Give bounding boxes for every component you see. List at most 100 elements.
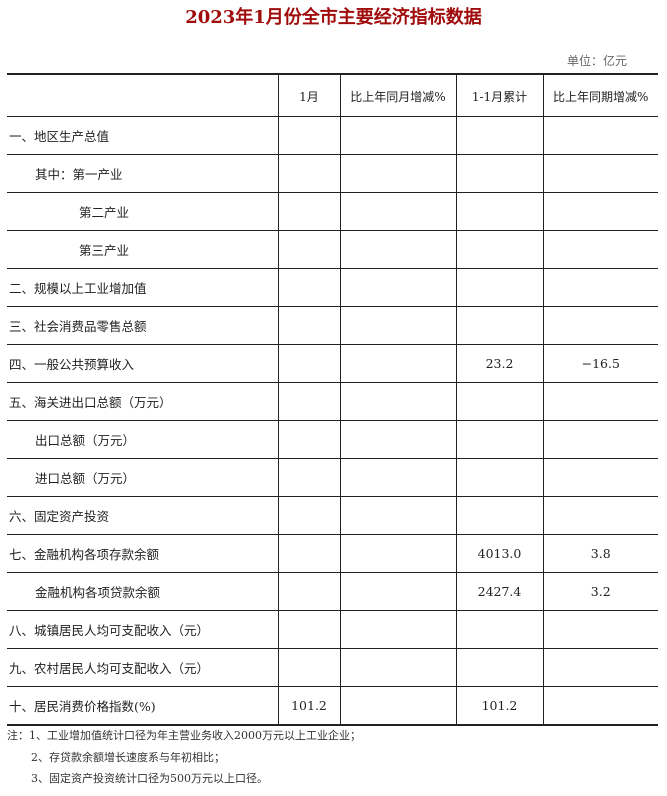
table-cell (339, 458, 457, 497)
table-cell (277, 154, 341, 193)
table-cell (542, 192, 658, 231)
table-cell (339, 344, 457, 383)
table-row: 二、规模以上工业增加值 (7, 268, 658, 307)
table-cell (339, 306, 457, 345)
column-header: 比上年同期增减% (542, 73, 658, 117)
table-cell (542, 154, 658, 193)
table-cell (277, 116, 341, 155)
table-cell (339, 154, 457, 193)
table-cell (277, 610, 341, 649)
table-cell (542, 382, 658, 421)
footnotes: 注：1、工业增加值统计口径为年主营业务收入2000万元以上工业企业； 2、存贷款… (7, 725, 361, 790)
table-cell: 2427.4 (455, 572, 544, 611)
table-row: 一、地区生产总值 (7, 116, 658, 155)
row-label: 出口总额（万元） (7, 420, 279, 459)
row-label: 其中：第一产业 (7, 154, 279, 193)
table-cell (277, 496, 341, 535)
table-row: 出口总额（万元） (7, 420, 658, 459)
table-cell (339, 230, 457, 269)
table-row: 八、城镇居民人均可支配收入（元） (7, 610, 658, 649)
table-cell (277, 420, 341, 459)
column-header: 1-1月累计 (455, 73, 544, 117)
row-label: 七、金融机构各项存款余额 (7, 534, 279, 573)
table-cell (339, 534, 457, 573)
table-cell (277, 534, 341, 573)
table-cell (339, 192, 457, 231)
table-cell (542, 458, 658, 497)
table-cell (455, 154, 544, 193)
table-row: 十、居民消费价格指数(%) 101.2 101.2 (7, 686, 658, 726)
table-cell (339, 420, 457, 459)
table-cell (339, 572, 457, 611)
row-label: 八、城镇居民人均可支配收入（元） (7, 610, 279, 649)
table-cell (277, 648, 341, 687)
table-cell (339, 648, 457, 687)
table-cell: 101.2 (455, 686, 544, 726)
row-label: 进口总额（万元） (7, 458, 279, 497)
table-row: 七、金融机构各项存款余额 4013.0 3.8 (7, 534, 658, 573)
row-label: 第二产业 (7, 192, 279, 231)
table-cell: 3.8 (542, 534, 658, 573)
table-cell: 3.2 (542, 572, 658, 611)
table-cell (339, 382, 457, 421)
table-row: 五、海关进出口总额（万元） (7, 382, 658, 421)
table-cell: −16.5 (542, 344, 658, 383)
table-row: 第二产业 (7, 192, 658, 231)
table-cell (455, 420, 544, 459)
table-cell (339, 686, 457, 726)
table-cell (277, 458, 341, 497)
table-row: 进口总额（万元） (7, 458, 658, 497)
row-label: 二、规模以上工业增加值 (7, 268, 279, 307)
table-cell (455, 230, 544, 269)
table-cell (542, 686, 658, 726)
row-label: 第三产业 (7, 230, 279, 269)
table-row: 金融机构各项贷款余额 2427.4 3.2 (7, 572, 658, 611)
table-cell: 4013.0 (455, 534, 544, 573)
table-row: 九、农村居民人均可支配收入（元） (7, 648, 658, 687)
table-cell (542, 116, 658, 155)
page-title: 2023年1月份全市主要经济指标数据 (185, 7, 482, 28)
row-label: 四、一般公共预算收入 (7, 344, 279, 383)
column-header: 1月 (277, 73, 341, 117)
table-row: 六、固定资产投资 (7, 496, 658, 535)
table-cell (277, 192, 341, 231)
table-row: 第三产业 (7, 230, 658, 269)
table-cell (339, 496, 457, 535)
table-cell (542, 306, 658, 345)
table-cell (542, 648, 658, 687)
table-row: 四、一般公共预算收入 23.2 −16.5 (7, 344, 658, 383)
table-cell (277, 572, 341, 611)
indicator-table: 1月 比上年同月增减% 1-1月累计 比上年同期增减% 一、地区生产总值 其中：第… (7, 73, 658, 726)
table-cell (455, 458, 544, 497)
row-label: 六、固定资产投资 (7, 496, 279, 535)
table-cell (455, 382, 544, 421)
table-cell (542, 420, 658, 459)
table-row: 其中：第一产业 (7, 154, 658, 193)
table-cell (455, 268, 544, 307)
row-label: 五、海关进出口总额（万元） (7, 382, 279, 421)
column-header (7, 73, 279, 117)
table-cell (277, 344, 341, 383)
footnote: 注：1、工业增加值统计口径为年主营业务收入2000万元以上工业企业； (7, 729, 361, 742)
column-header: 比上年同月增减% (339, 73, 457, 117)
table-cell (542, 610, 658, 649)
row-label: 十、居民消费价格指数(%) (7, 686, 279, 726)
footnote: 3、固定资产投资统计口径为500万元以上口径。 (31, 772, 268, 785)
table-cell (277, 306, 341, 345)
table-cell (339, 610, 457, 649)
table-cell (455, 306, 544, 345)
table-cell (455, 648, 544, 687)
table-cell (277, 230, 341, 269)
row-label: 三、社会消费品零售总额 (7, 306, 279, 345)
table-cell (542, 268, 658, 307)
row-label: 金融机构各项贷款余额 (7, 572, 279, 611)
table-cell (455, 192, 544, 231)
table-cell (455, 610, 544, 649)
table-cell (339, 268, 457, 307)
table-cell (455, 496, 544, 535)
table-cell (339, 116, 457, 155)
table-cell (542, 496, 658, 535)
unit-label: 单位：亿元 (566, 54, 627, 68)
footnote: 2、存贷款余额增长速度系与年初相比； (31, 750, 225, 764)
row-label: 一、地区生产总值 (7, 116, 279, 155)
